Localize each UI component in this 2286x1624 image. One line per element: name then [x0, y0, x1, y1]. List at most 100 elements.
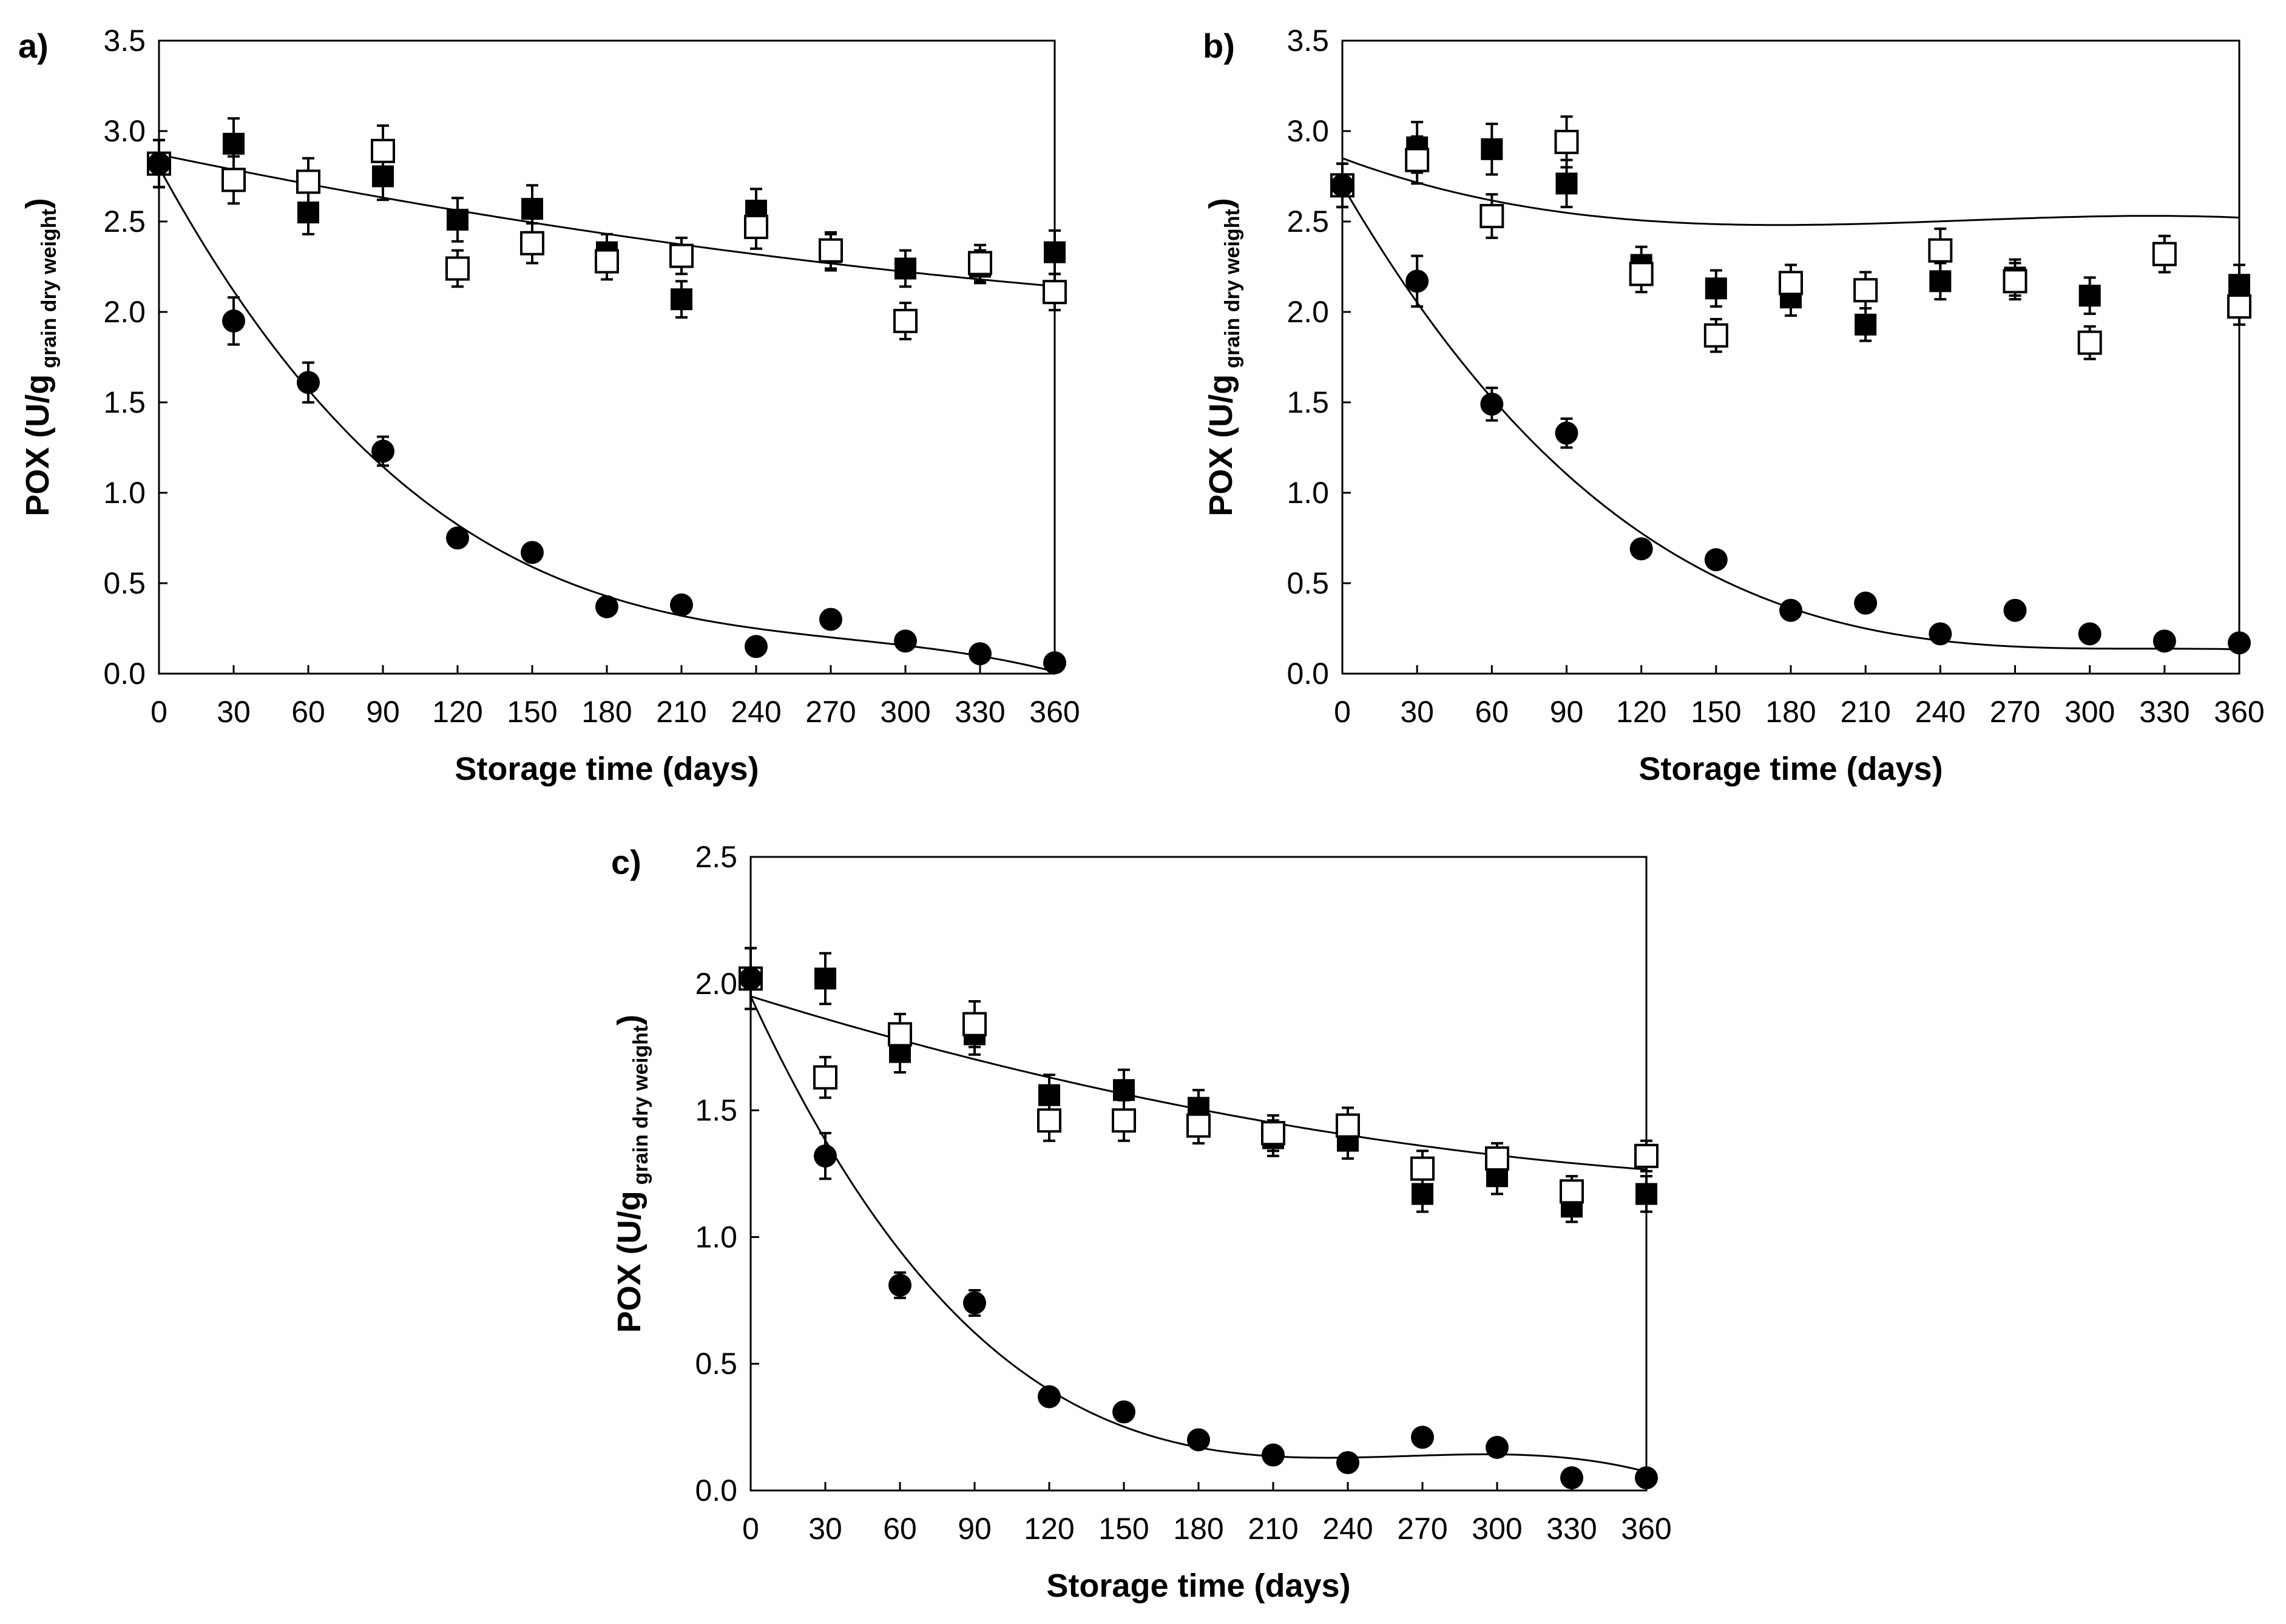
x-tick-label: 270 — [805, 695, 856, 729]
x-tick-label: 360 — [2214, 695, 2264, 729]
x-tick-label: 150 — [507, 695, 557, 729]
x-tick-label: 90 — [1550, 695, 1584, 729]
y-axis-title-subscript: grain dry weight — [38, 209, 61, 368]
x-tick-label: 270 — [1397, 1512, 1447, 1546]
y-tick-label: 0.0 — [695, 1473, 737, 1507]
y-axis-title-subscript: grain dry weight — [629, 1026, 652, 1185]
data-point-open-square — [445, 256, 470, 281]
x-tick-label: 30 — [808, 1512, 842, 1546]
panel-label: c) — [611, 843, 641, 881]
data-point-filled-circle — [1779, 598, 1802, 622]
x-axis-title: Storage time (days) — [1638, 751, 1943, 787]
plot-frame — [749, 856, 1648, 1492]
data-point-filled-circle — [1262, 1443, 1285, 1467]
x-axis-title: Storage time (days) — [455, 751, 759, 787]
data-point-filled-circle — [894, 629, 917, 653]
x-tick-label: 240 — [1915, 695, 1966, 729]
data-point-filled-circle — [739, 967, 762, 990]
y-tick-label: 1.0 — [695, 1220, 737, 1254]
y-tick-label: 0.5 — [1287, 566, 1329, 600]
data-point-open-square — [296, 169, 320, 194]
y-tick-label: 0.5 — [695, 1347, 737, 1381]
x-tick-label: 240 — [1322, 1512, 1373, 1546]
y-axis-title-main: POX (U/g — [19, 374, 56, 516]
data-point-open-square — [1629, 262, 1654, 286]
y-tick-label: 1.5 — [1287, 385, 1329, 419]
y-tick-label: 3.5 — [103, 24, 146, 58]
data-point-open-square — [2227, 294, 2251, 319]
data-point-filled-circle — [1480, 392, 1504, 416]
data-point-open-square — [595, 249, 619, 274]
data-point-filled-circle — [371, 439, 394, 463]
fit-squares-curve — [1342, 157, 2240, 226]
y-tick-label: 1.0 — [1287, 476, 1329, 510]
data-point-filled-square — [1113, 1079, 1135, 1101]
x-tick-label: 270 — [1990, 695, 2040, 729]
chart-panel-a: a) 0 30 60 90 120 150 180 210 240 270 300 330 360 0.0 0… — [18, 24, 1080, 787]
data-point-open-square — [744, 214, 768, 239]
y-axis-title-main: POX (U/g — [611, 1191, 648, 1333]
data-point-open-square — [2152, 242, 2177, 266]
fit-circles-curve — [749, 996, 1647, 1473]
x-tick-label: 120 — [1616, 695, 1666, 729]
data-point-filled-square — [223, 132, 245, 155]
x-tick-label: 210 — [656, 695, 706, 729]
data-point-open-square — [1043, 280, 1067, 305]
data-point-filled-circle — [745, 635, 768, 658]
data-point-filled-circle — [1405, 269, 1429, 293]
y-axis-title-close: ) — [611, 1015, 648, 1026]
y-tick-label: 2.5 — [103, 205, 146, 239]
x-axis-title: Storage time (days) — [1046, 1568, 1350, 1604]
data-point-open-square — [2003, 269, 2027, 294]
x-tick-label: 240 — [731, 695, 781, 729]
panel-label: a) — [18, 27, 49, 65]
data-point-open-square — [888, 1022, 912, 1047]
data-point-open-square — [1479, 204, 1504, 229]
data-point-filled-square — [2078, 285, 2101, 307]
data-point-filled-circle — [819, 607, 842, 631]
data-point-filled-circle — [222, 309, 245, 333]
y-tick-label: 0.0 — [103, 657, 146, 691]
data-point-open-square — [1112, 1108, 1136, 1133]
y-tick-label: 2.0 — [695, 967, 737, 1001]
data-point-open-square — [221, 167, 246, 192]
x-tick-label: 0 — [742, 1512, 759, 1546]
x-tick-label: 330 — [955, 695, 1005, 729]
data-point-filled-circle — [1854, 591, 1878, 615]
x-tick-label: 120 — [432, 695, 482, 729]
data-point-open-square — [813, 1065, 837, 1090]
data-point-open-square — [1560, 1179, 1584, 1204]
x-tick-label: 360 — [1621, 1512, 1671, 1546]
data-point-filled-circle — [969, 642, 992, 666]
x-tick-label: 180 — [581, 695, 632, 729]
data-point-filled-circle — [888, 1273, 911, 1297]
data-point-filled-circle — [1560, 1466, 1583, 1490]
y-tick-label: 3.0 — [1287, 114, 1329, 148]
data-point-filled-circle — [1704, 548, 1728, 572]
data-point-filled-circle — [670, 593, 693, 617]
x-tick-label: 60 — [883, 1512, 917, 1546]
data-point-filled-square — [1705, 277, 1727, 300]
data-point-open-square — [962, 1012, 987, 1037]
x-tick-label: 150 — [1098, 1512, 1149, 1546]
data-point-filled-circle — [1187, 1428, 1210, 1452]
data-point-filled-circle — [2152, 629, 2176, 653]
data-point-open-square — [1405, 147, 1430, 172]
plot-frame — [1341, 39, 2240, 675]
data-point-filled-circle — [2078, 622, 2102, 646]
data-point-open-square — [2077, 330, 2102, 355]
data-point-filled-circle — [595, 595, 618, 618]
data-point-open-square — [968, 251, 992, 276]
x-tick-label: 300 — [880, 695, 930, 729]
y-axis-title: POX (U/g grain dry weight) — [1203, 198, 1244, 516]
data-point-open-square — [893, 308, 918, 333]
data-point-open-square — [1853, 278, 1878, 303]
y-tick-label: 2.5 — [695, 840, 737, 874]
data-point-filled-circle — [1555, 421, 1578, 445]
y-tick-label: 1.5 — [695, 1094, 737, 1128]
data-point-filled-square — [1635, 1183, 1657, 1205]
data-point-open-square — [1261, 1121, 1285, 1146]
data-point-filled-circle — [147, 152, 171, 175]
y-axis-title: POX (U/g grain dry weight) — [611, 1015, 652, 1333]
data-point-filled-square — [521, 198, 543, 220]
